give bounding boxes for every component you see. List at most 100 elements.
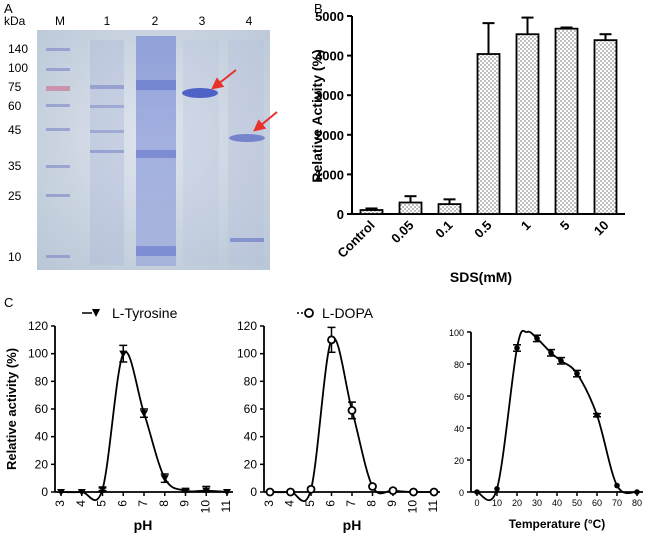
- c3-point: [574, 370, 580, 377]
- b-ytick-label: 5000: [315, 9, 344, 24]
- legend-dopa-label: L-DOPA: [322, 305, 374, 321]
- c1-xtick-label: 6: [115, 500, 129, 507]
- marker-label-45: 45: [8, 123, 22, 137]
- marker-label-100: 100: [8, 61, 28, 75]
- c2-xtick-label: 7: [344, 500, 358, 507]
- c1-ytick-label: 60: [35, 402, 49, 416]
- c2-xtick-label: 4: [283, 500, 297, 507]
- panel-label-c: C: [4, 295, 14, 310]
- c2-ytick-label: 40: [244, 430, 258, 444]
- c2-xlabel: pH: [343, 517, 362, 533]
- marker-label-60: 60: [8, 99, 22, 113]
- c2-ytick-label: 80: [244, 374, 258, 388]
- c3-point: [558, 358, 564, 364]
- c2-point: [429, 487, 439, 497]
- marker-label-10: 10: [8, 250, 22, 264]
- gel-lane-1: [90, 40, 124, 265]
- c3-ytick-label: 100: [449, 328, 464, 338]
- c2-ytick-label: 120: [237, 319, 257, 333]
- c1-ytick-label: 40: [35, 430, 49, 444]
- c1-series-line: [60, 350, 228, 502]
- c3-ytick-label: 20: [454, 456, 464, 466]
- c1-point: [181, 487, 190, 495]
- legend-tyrosine-label: L-Tyrosine: [112, 305, 178, 321]
- panel-label-a: A: [4, 1, 13, 16]
- c3-ytick-label: 40: [454, 424, 464, 434]
- c2-ytick-label: 0: [250, 485, 257, 499]
- c2-xtick-label: 9: [385, 500, 399, 507]
- c2-ytick-label: 20: [244, 457, 258, 471]
- c1-xlabel: pH: [134, 517, 153, 533]
- c1-point: [77, 489, 86, 496]
- c1-xtick-label: 7: [136, 500, 150, 507]
- c1-xtick-label: 10: [198, 500, 212, 514]
- legend-dopa: L-DOPA: [297, 305, 374, 321]
- c3-ytick-label: 60: [454, 392, 464, 402]
- c3-point: [514, 345, 520, 351]
- c-ylabel: Relative activity (%): [4, 348, 19, 470]
- c1-xtick-label: 8: [157, 500, 171, 507]
- c3-point: [494, 486, 500, 492]
- c2-xtick-label: 6: [324, 500, 338, 507]
- c1-point: [57, 489, 65, 496]
- c3-point: [614, 482, 620, 489]
- b-ytick-label: 0: [337, 207, 344, 222]
- c3-xtick-label: 70: [612, 498, 622, 508]
- c1-xtick-label: 3: [53, 500, 67, 507]
- c3-ytick-label: 80: [454, 360, 464, 370]
- gel-lane-label-3: 3: [199, 14, 206, 28]
- b-ytick-label: 4000: [315, 49, 344, 64]
- legend-tyrosine: L-Tyrosine: [82, 305, 178, 321]
- arrow-lane-4: [253, 111, 278, 132]
- c1-ytick-label: 80: [35, 374, 49, 388]
- b-ytick-label: 2000: [315, 128, 344, 143]
- c1-ytick-label: 0: [41, 485, 48, 499]
- c2-ytick-label: 100: [237, 347, 257, 361]
- c1-xtick-label: 11: [219, 500, 233, 513]
- b-xlabel: SDS(mM): [450, 269, 512, 285]
- c2-xtick-label: 5: [303, 500, 317, 507]
- c3-xtick-label: 0: [474, 498, 479, 508]
- gel-lane-label-m: M: [55, 14, 65, 28]
- c2-point: [306, 484, 316, 494]
- c2-xtick-label: 10: [406, 500, 420, 514]
- c3-point: [474, 489, 480, 495]
- b-ytick-label: 3000: [315, 88, 344, 103]
- c2-xtick-label: 8: [365, 500, 379, 507]
- c3-xtick-label: 80: [632, 498, 642, 508]
- arrow-lane-3: [211, 69, 237, 90]
- gel-lane-label-1: 1: [104, 14, 111, 28]
- c1-point: [140, 410, 148, 418]
- c2-series-line: [269, 337, 435, 503]
- c1-point: [98, 486, 107, 494]
- marker-label-35: 35: [8, 159, 22, 173]
- marker-label-25: 25: [8, 189, 22, 203]
- c1-point: [119, 350, 128, 358]
- c3-xtick-label: 40: [552, 498, 562, 508]
- c3-point: [548, 350, 554, 356]
- c1-point: [160, 475, 169, 483]
- c3-xtick-label: 30: [532, 498, 542, 508]
- c2-point: [286, 487, 295, 497]
- marker-label-75: 75: [8, 80, 22, 94]
- c1-point: [223, 489, 231, 496]
- c1-xtick-label: 5: [95, 500, 109, 507]
- c2-ytick-label: 60: [244, 402, 258, 416]
- c2-xtick-label: 3: [262, 500, 276, 507]
- c3-point: [594, 412, 600, 419]
- c3-series-line: [476, 329, 638, 502]
- c3-xlabel: Temperature (°C): [509, 517, 606, 531]
- c2-point: [327, 335, 336, 345]
- gel-lane-2: [136, 36, 176, 266]
- c3-ytick-label: 0: [459, 488, 464, 498]
- c3-point: [634, 489, 640, 495]
- gel-lane-label-2: 2: [152, 14, 159, 28]
- c2-point: [409, 487, 418, 497]
- c3-xtick-label: 50: [572, 498, 582, 508]
- c1-xtick-label: 4: [74, 500, 88, 507]
- c2-xtick-label: 11: [426, 500, 440, 513]
- c1-ytick-label: 20: [35, 457, 49, 471]
- panel-label-b: B: [314, 1, 323, 16]
